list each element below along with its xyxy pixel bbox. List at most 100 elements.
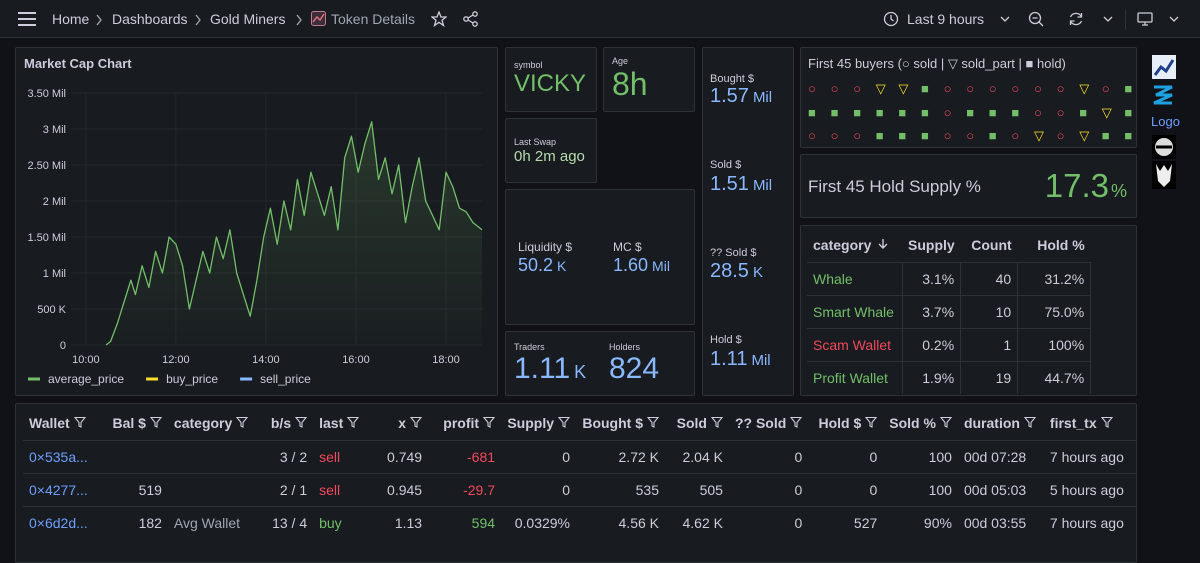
filter-icon[interactable] bbox=[409, 416, 423, 429]
icon[interactable] bbox=[1152, 161, 1176, 189]
table-cell: 7 hours ago bbox=[1043, 505, 1136, 539]
funnel bbox=[409, 417, 423, 429]
filter-icon[interactable] bbox=[646, 416, 660, 429]
stat-value: 0h 2m ago bbox=[514, 148, 585, 165]
buyer-symbol: ▽ bbox=[1079, 128, 1090, 143]
buyer-symbol: ▽ bbox=[1034, 128, 1044, 143]
table-cell bbox=[167, 472, 265, 506]
buyer-symbol: ■ bbox=[875, 128, 884, 143]
refresh-button[interactable] bbox=[1068, 11, 1084, 27]
zoom-out-button[interactable] bbox=[1028, 11, 1044, 27]
chevron bbox=[195, 14, 201, 26]
filter-icon[interactable] bbox=[790, 416, 803, 429]
chart-title: Market Cap Chart bbox=[24, 56, 132, 71]
breadcrumb[interactable]: Dashboards bbox=[112, 11, 188, 27]
table-cell[interactable]: 0×4277... bbox=[23, 472, 102, 506]
table-cell: 519 bbox=[101, 472, 168, 506]
buyer-symbol: ■ bbox=[1124, 81, 1133, 96]
filter-icon[interactable] bbox=[710, 416, 724, 429]
stat-label: ?? Sold $ bbox=[710, 247, 757, 259]
column-header: Sold % bbox=[883, 407, 958, 440]
filter-icon[interactable] bbox=[294, 416, 308, 429]
funnel bbox=[294, 417, 308, 429]
column-header[interactable]: Count bbox=[961, 229, 1018, 262]
table-cell[interactable]: 0×535a... bbox=[23, 439, 102, 473]
filter-icon[interactable] bbox=[1100, 416, 1113, 429]
table-cell[interactable]: 0×6d2d... bbox=[23, 505, 102, 539]
funnel bbox=[149, 417, 163, 429]
table-cell: 3.7% bbox=[902, 294, 962, 328]
share-button[interactable] bbox=[463, 11, 479, 27]
stat-value: 1.11 Mil bbox=[710, 348, 771, 371]
buyer-symbol: ■ bbox=[1124, 128, 1133, 143]
column-header: ?? Sold bbox=[729, 407, 808, 440]
buyer-symbol: ○ bbox=[1056, 81, 1065, 96]
funnel bbox=[790, 417, 803, 429]
header-text: Count bbox=[971, 237, 1012, 254]
table-cell: 40 bbox=[960, 261, 1019, 295]
header-text: Bought $ bbox=[582, 415, 643, 432]
table-cell: 100 bbox=[883, 439, 958, 473]
icon[interactable] bbox=[1152, 135, 1176, 159]
table-cell: 0 bbox=[728, 472, 809, 506]
buyer-symbol: ▽ bbox=[1101, 104, 1112, 120]
star-button[interactable] bbox=[431, 11, 447, 27]
stat-label: Holders bbox=[609, 342, 641, 352]
filter-icon[interactable] bbox=[939, 416, 953, 429]
filter-icon[interactable] bbox=[149, 416, 163, 429]
column-header: Bought $ bbox=[576, 407, 665, 440]
column-header[interactable]: Hold % bbox=[1018, 229, 1091, 262]
table-cell: 100% bbox=[1017, 327, 1092, 361]
chevron-down[interactable] bbox=[1168, 15, 1180, 23]
buyer-symbol: ○ bbox=[1034, 104, 1042, 120]
buyer-symbol: ■ bbox=[808, 104, 816, 120]
buyer-symbol: ○ bbox=[1011, 81, 1020, 96]
filter-icon[interactable] bbox=[73, 416, 86, 429]
breadcrumb[interactable]: Home bbox=[52, 11, 90, 27]
stat-value: 17.3% bbox=[1045, 167, 1127, 205]
buyer-symbol: ○ bbox=[853, 81, 862, 96]
stat-label: symbol bbox=[514, 60, 543, 70]
breadcrumb[interactable]: Gold Miners bbox=[210, 11, 286, 27]
table-cell bbox=[167, 439, 265, 473]
filter-icon[interactable] bbox=[482, 416, 496, 429]
table-cell: sell bbox=[313, 439, 382, 473]
filter-icon[interactable] bbox=[557, 416, 571, 429]
buyer-symbol: ○ bbox=[1101, 81, 1110, 96]
buyer-symbol: ▽ bbox=[875, 81, 886, 96]
column-header: category bbox=[168, 407, 265, 440]
table-cell: 19 bbox=[960, 360, 1019, 394]
funnel bbox=[347, 417, 360, 429]
stat-value: 824 bbox=[609, 352, 660, 385]
column-header[interactable]: Supply bbox=[902, 229, 961, 262]
buyer-symbol: ○ bbox=[966, 128, 975, 143]
filter-icon[interactable] bbox=[865, 416, 878, 429]
view-mode-button[interactable] bbox=[1137, 11, 1153, 27]
chevron-down[interactable] bbox=[1102, 15, 1114, 23]
icon[interactable] bbox=[1152, 83, 1174, 107]
icon[interactable] bbox=[1152, 55, 1176, 79]
legend-label: average_price bbox=[48, 372, 124, 386]
filter-icon[interactable] bbox=[1023, 416, 1037, 429]
table-cell bbox=[101, 439, 168, 473]
menu-button[interactable] bbox=[17, 11, 37, 27]
header-text: category bbox=[813, 237, 872, 254]
chevron-down[interactable] bbox=[999, 15, 1011, 23]
time-range-picker[interactable]: Last 9 hours bbox=[907, 11, 985, 27]
column-header: duration bbox=[958, 407, 1044, 440]
header-text: Hold % bbox=[1037, 237, 1085, 254]
buyer-symbol: ○ bbox=[1034, 81, 1042, 96]
filter-icon[interactable] bbox=[236, 416, 249, 429]
funnel bbox=[1023, 417, 1037, 429]
table-cell: 0 bbox=[808, 472, 884, 506]
header-text: category bbox=[173, 415, 233, 432]
buyer-symbol: ■ bbox=[875, 104, 884, 120]
stat-value: 50.2 K bbox=[518, 255, 566, 276]
filter-icon[interactable] bbox=[347, 416, 360, 429]
arrow bbox=[878, 239, 888, 250]
stat-panel: Age 8h bbox=[603, 47, 695, 112]
table-cell: 1.9% bbox=[902, 360, 962, 394]
buyer-symbol: ■ bbox=[898, 104, 907, 120]
stat-panel: Last Swap 0h 2m ago bbox=[505, 118, 597, 183]
column-header[interactable]: category bbox=[807, 229, 902, 262]
